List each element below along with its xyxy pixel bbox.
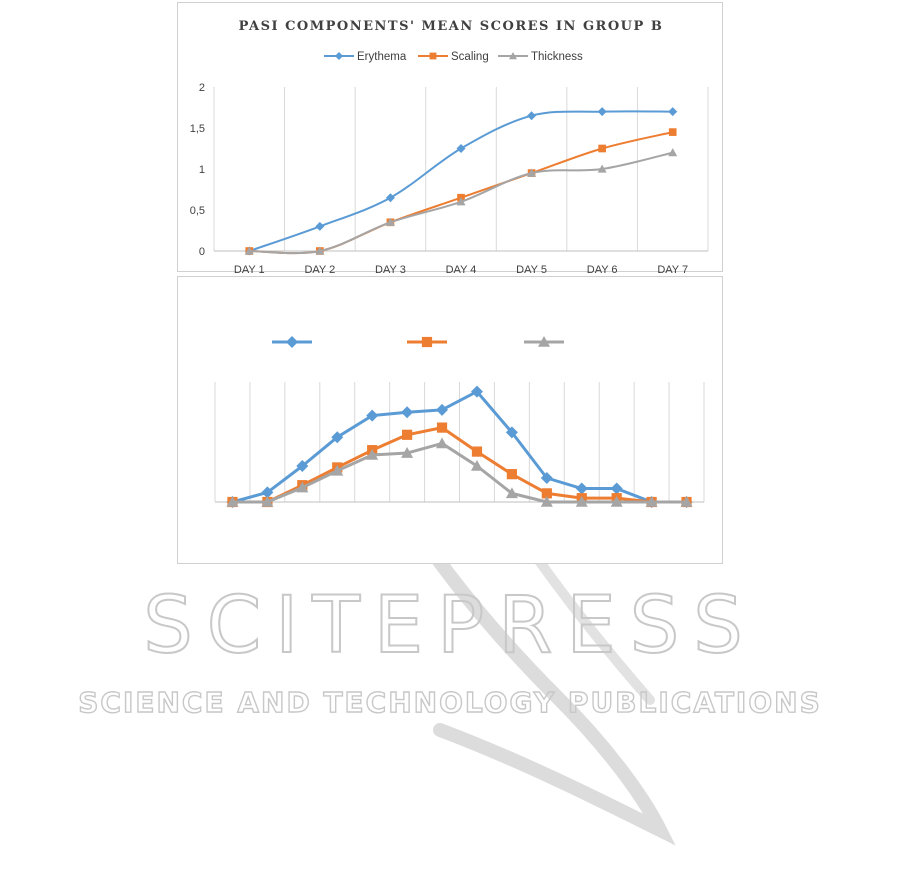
- legend-marker-icon: [509, 52, 517, 60]
- data-point: [506, 469, 517, 480]
- data-point: [366, 448, 379, 460]
- data-point: [575, 496, 588, 507]
- chart-grid: [214, 382, 705, 502]
- legend-marker-icon: [429, 52, 437, 60]
- legend-marker-icon: [286, 336, 298, 348]
- legend-item: Scaling: [418, 51, 489, 63]
- data-point: [575, 482, 588, 495]
- chart-bottom-svg: [214, 336, 705, 508]
- x-tick-label: DAY 4: [446, 264, 477, 273]
- data-point: [680, 496, 693, 507]
- watermark-tagline: SCIENCE AND TECHNOLOGY PUBLICATIONS: [78, 686, 822, 719]
- x-tick-label: DAY 5: [516, 264, 547, 273]
- data-point: [244, 246, 254, 255]
- data-point: [668, 128, 677, 136]
- data-point: [610, 482, 623, 495]
- data-point: [261, 486, 274, 499]
- data-point: [610, 496, 623, 507]
- data-point: [456, 197, 466, 206]
- data-point: [456, 144, 466, 153]
- series-line: [232, 426, 687, 504]
- data-point: [470, 385, 483, 398]
- data-point: [261, 496, 274, 507]
- x-tick-label: DAY 6: [587, 264, 618, 273]
- legend-item: Thickness: [498, 51, 583, 63]
- data-point: [331, 464, 344, 476]
- legend-item: [524, 336, 564, 347]
- legend-marker-icon: [335, 52, 343, 60]
- data-point: [668, 107, 678, 117]
- series-line: [232, 441, 687, 504]
- y-tick-label: 0: [199, 246, 205, 258]
- data-point: [540, 472, 553, 484]
- chart-grid: [213, 87, 709, 251]
- chart-title: PASI COMPONENTS' MEAN SCORES IN GROUP B: [239, 19, 664, 34]
- data-point: [436, 403, 449, 416]
- data-point: [436, 437, 449, 449]
- legend-label: Thickness: [531, 51, 583, 63]
- data-point: [315, 246, 325, 255]
- legend-item: [407, 336, 447, 348]
- data-point: [645, 496, 658, 507]
- data-point: [597, 164, 607, 173]
- legend-item: [272, 336, 312, 348]
- data-point: [401, 447, 414, 458]
- chart-series: [226, 385, 693, 508]
- legend-label: Scaling: [451, 51, 489, 63]
- data-point: [315, 221, 325, 231]
- data-point: [668, 148, 678, 157]
- chart-axes: 0 0,5 1 1,5 2 DAY 1 DAY 2 DAY 3 DAY 4 DAY 5 DAY 6 D…: [190, 82, 708, 273]
- data-point: [436, 422, 448, 433]
- series-line: [248, 110, 673, 252]
- x-tick-label: DAY 1: [234, 264, 265, 273]
- chart-panel-bottom: [177, 276, 723, 564]
- y-tick-label: 2: [199, 82, 205, 94]
- chart-legend: [272, 336, 564, 348]
- chart-legend: Erythema Scaling Thickness: [324, 51, 583, 63]
- legend-label: Erythema: [357, 51, 407, 63]
- x-tick-label: DAY 7: [657, 264, 688, 273]
- data-point: [505, 426, 518, 439]
- y-tick-label: 1,5: [190, 123, 205, 135]
- data-point: [527, 168, 537, 177]
- data-point: [598, 144, 606, 153]
- x-tick-label: DAY 2: [304, 264, 335, 273]
- data-point: [541, 488, 552, 499]
- data-point: [527, 111, 537, 121]
- data-point: [226, 496, 239, 507]
- legend-marker-icon: [538, 336, 550, 347]
- data-point: [505, 487, 518, 499]
- data-point: [296, 460, 309, 472]
- chart-top-svg: PASI COMPONENTS' MEAN SCORES IN GROUP B …: [190, 19, 709, 273]
- chart-panel-top: PASI COMPONENTS' MEAN SCORES IN GROUP B …: [177, 2, 723, 273]
- data-point: [540, 496, 553, 507]
- chart-series: [244, 107, 678, 256]
- data-point: [470, 460, 483, 471]
- data-point: [385, 217, 395, 226]
- data-point: [331, 431, 344, 444]
- watermark-title: SCITEPRESS: [143, 581, 756, 671]
- data-point: [597, 107, 607, 117]
- data-point: [471, 446, 483, 457]
- legend-item: Erythema: [324, 51, 407, 63]
- y-tick-label: 0,5: [190, 205, 205, 217]
- x-tick-label: DAY 3: [375, 264, 406, 273]
- data-point: [385, 193, 395, 203]
- data-point: [296, 481, 309, 493]
- y-tick-label: 1: [199, 164, 205, 176]
- data-point: [401, 406, 414, 419]
- data-point: [402, 429, 413, 440]
- legend-marker-icon: [421, 336, 433, 348]
- data-point: [366, 409, 379, 422]
